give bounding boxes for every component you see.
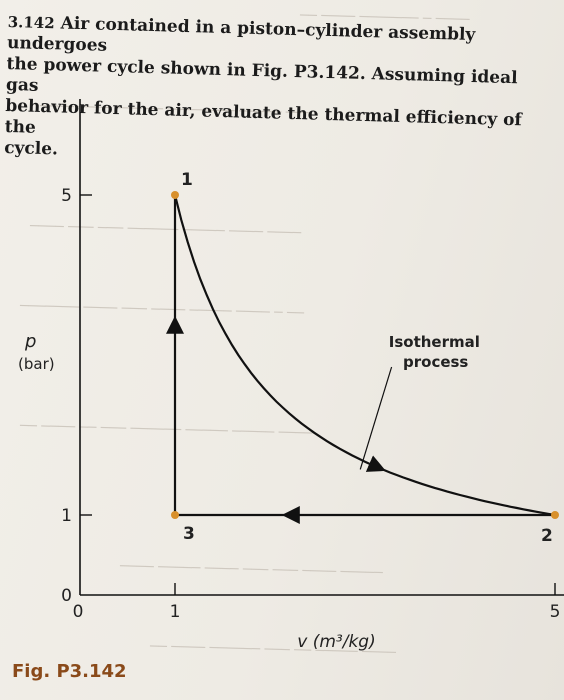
arrow-1-2 — [365, 455, 386, 472]
process-label-process: process — [403, 353, 468, 371]
figure-label: Fig. P3.142 — [12, 661, 127, 682]
cycle-processes — [173, 194, 556, 517]
state-label-3: 3 — [183, 524, 195, 544]
x-tick-label: 0 — [73, 602, 84, 622]
state-label-2: 2 — [541, 526, 553, 546]
state-label-1: 1 — [181, 170, 193, 190]
x-tick-label: 1 — [170, 602, 181, 622]
state-points — [171, 191, 559, 519]
chart-labels: 0 1 5 0 1 5 p (bar) v (m³/kg) Isothermal process 1 2… — [18, 170, 560, 652]
y-tick-label: 1 — [61, 506, 72, 526]
process-label-isothermal: Isothermal — [389, 333, 480, 351]
x-axis-label: v (m³/kg) — [297, 632, 375, 652]
state-point-2 — [551, 511, 559, 519]
y-tick-label: 5 — [61, 186, 72, 206]
y-tick-label: 0 — [61, 586, 72, 606]
y-axis-unit: (bar) — [18, 355, 55, 373]
axes — [79, 99, 564, 596]
y-axis-symbol: p — [24, 331, 36, 352]
state-point-1 — [171, 191, 179, 199]
axis-ticks — [80, 194, 556, 595]
process-label-leader — [359, 366, 393, 470]
x-tick-label: 5 — [550, 602, 561, 622]
process-arrows — [166, 315, 386, 524]
state-point-3 — [171, 511, 179, 519]
isothermal-process-1-2 — [173, 194, 556, 517]
